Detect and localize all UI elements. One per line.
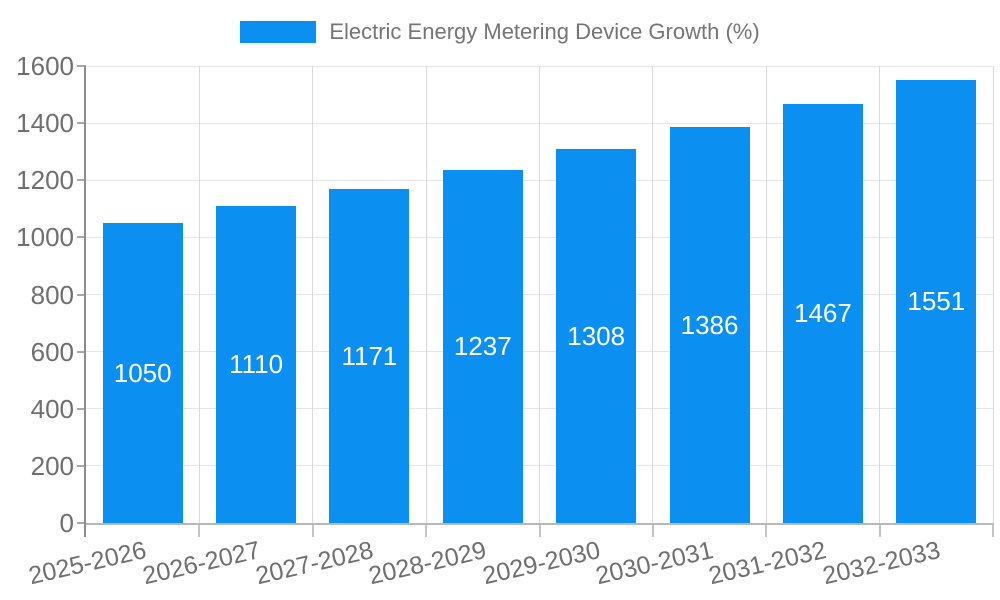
y-tick-label: 1400: [16, 108, 74, 139]
bar: [216, 205, 297, 523]
x-tick: [765, 523, 768, 537]
x-gridline: [312, 66, 314, 523]
y-tick-label: 1200: [16, 165, 74, 196]
x-tick: [651, 523, 654, 537]
x-gridline: [652, 66, 654, 523]
x-category-label: 2027-2028: [252, 536, 376, 591]
x-category-label: 2031-2032: [706, 536, 830, 591]
x-gridline: [198, 66, 200, 523]
x-category-label: 2032-2033: [819, 536, 943, 591]
bar: [329, 188, 410, 523]
bar-value-label: 1308: [567, 321, 626, 352]
x-category-label: 2029-2030: [479, 536, 603, 591]
bar: [556, 149, 637, 523]
bar: [102, 223, 183, 523]
x-tick: [311, 523, 314, 537]
x-category-label: 2030-2031: [593, 536, 716, 591]
bar-value-label: 1050: [113, 358, 172, 389]
y-tick-label: 1600: [16, 51, 74, 81]
y-tick: [77, 464, 86, 467]
x-category-label: 2026-2027: [139, 536, 263, 591]
bar-value-label: 1171: [341, 340, 398, 371]
x-gridline: [879, 66, 881, 523]
x-gridline: [539, 66, 540, 523]
y-tick-label: 400: [30, 393, 74, 424]
y-tick: [77, 179, 86, 182]
bar-value-label: 1110: [229, 349, 284, 380]
y-tick-label: 800: [30, 279, 74, 310]
bar-value-label: 1386: [680, 310, 739, 341]
x-gridline: [992, 66, 994, 523]
y-tick: [77, 293, 86, 296]
x-gridline: [765, 66, 767, 523]
y-tick: [77, 350, 86, 353]
y-tick-label: 1000: [16, 222, 74, 253]
y-tick: [77, 407, 86, 410]
y-tick: [77, 122, 86, 125]
x-category-label: 2025-2026: [26, 536, 149, 591]
legend-swatch: [240, 21, 317, 43]
y-tick-label: 600: [30, 336, 74, 367]
bar-value-label: 1551: [907, 286, 966, 317]
x-tick: [425, 523, 428, 537]
y-tick: [77, 65, 86, 67]
x-tick: [538, 523, 541, 537]
bar: [782, 103, 863, 523]
bar: [669, 127, 750, 523]
x-tick: [878, 523, 881, 537]
y-tick-label: 0: [59, 508, 74, 538]
y-axis-line: [84, 66, 86, 537]
x-category-label: 2028-2029: [366, 536, 490, 591]
y-tick: [77, 522, 86, 524]
y-tick-label: 200: [30, 450, 74, 481]
bar: [896, 79, 977, 523]
y-tick: [77, 236, 86, 239]
bar-value-label: 1237: [453, 331, 512, 362]
x-tick: [198, 523, 201, 537]
x-tick: [992, 523, 994, 537]
bar: [442, 169, 523, 523]
legend: Electric Energy Metering Device Growth (…: [0, 19, 1000, 45]
x-axis-line: [86, 523, 993, 525]
x-gridline: [425, 66, 427, 523]
legend-label: Electric Energy Metering Device Growth (…: [329, 19, 760, 44]
bar-value-label: 1467: [794, 298, 852, 329]
